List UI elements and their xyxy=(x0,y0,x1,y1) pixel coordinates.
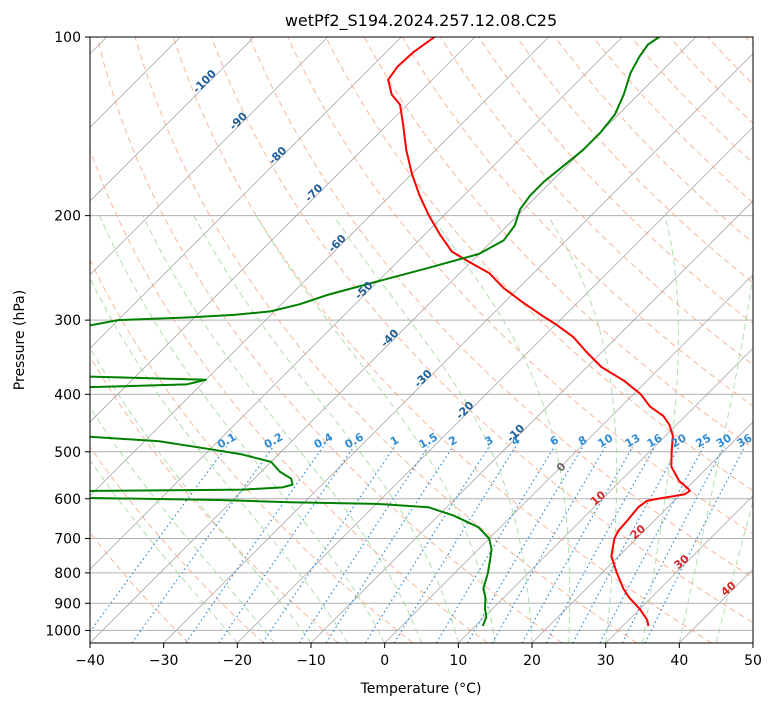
y-tick-label: 300 xyxy=(54,313,81,329)
y-tick-label: 600 xyxy=(54,492,81,508)
x-tick-label: −30 xyxy=(149,653,179,669)
y-tick-label: 1000 xyxy=(45,623,81,639)
x-tick-label: −10 xyxy=(296,653,326,669)
y-tick-label: 800 xyxy=(54,566,81,582)
x-axis-label: Temperature (°C) xyxy=(360,681,482,697)
x-tick-label: 10 xyxy=(449,653,467,669)
x-tick-label: 30 xyxy=(597,653,615,669)
x-tick-label: −20 xyxy=(223,653,253,669)
y-tick-label: 400 xyxy=(54,387,81,403)
x-tick-label: 0 xyxy=(380,653,389,669)
y-axis-label: Pressure (hPa) xyxy=(12,290,28,390)
chart-title: wetPf2_S194.2024.257.12.08.C25 xyxy=(285,11,557,31)
y-tick-label: 700 xyxy=(54,532,81,548)
x-tick-label: 20 xyxy=(523,653,541,669)
y-tick-label: 100 xyxy=(54,30,81,46)
x-tick-label: 50 xyxy=(744,653,762,669)
y-tick-label: 200 xyxy=(54,209,81,225)
y-tick-label: 500 xyxy=(54,445,81,461)
y-tick-label: 900 xyxy=(54,596,81,612)
x-tick-label: 40 xyxy=(670,653,688,669)
x-tick-label: −40 xyxy=(75,653,105,669)
